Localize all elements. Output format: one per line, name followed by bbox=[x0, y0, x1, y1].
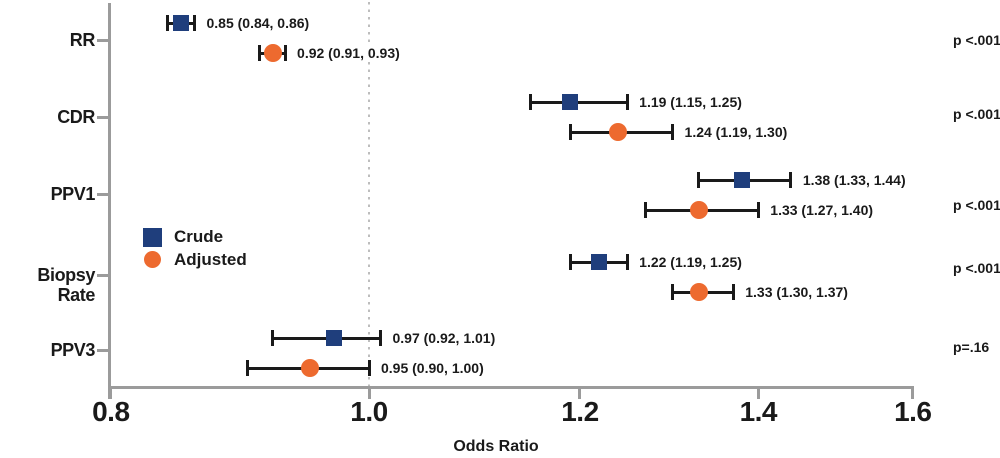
y-axis-line bbox=[108, 3, 111, 399]
y-axis-tick bbox=[97, 115, 109, 119]
x-axis-line bbox=[108, 386, 914, 389]
legend-adjusted-circle-icon bbox=[144, 251, 161, 268]
x-tick-label: 1.4 bbox=[739, 396, 778, 427]
ci-whisker bbox=[530, 100, 628, 104]
estimate-label: 0.92 (0.91, 0.93) bbox=[295, 44, 402, 62]
p-value-label: p <.001 bbox=[953, 197, 1000, 213]
ci-cap-lower bbox=[165, 15, 169, 31]
category-label: CDR bbox=[57, 107, 95, 127]
ci-cap-upper bbox=[283, 45, 287, 61]
y-axis-tick bbox=[97, 192, 109, 196]
p-value-label: p <.001 bbox=[953, 260, 1000, 276]
estimate-label: 1.19 (1.15, 1.25) bbox=[637, 93, 744, 111]
reference-line-or-1 bbox=[368, 2, 370, 386]
ci-cap-lower bbox=[568, 124, 572, 140]
ci-cap-upper bbox=[625, 94, 629, 110]
ci-cap-lower bbox=[245, 360, 249, 376]
ci-cap-upper bbox=[731, 284, 735, 300]
p-value-label: p <.001 bbox=[953, 32, 1000, 48]
adjusted-circle-marker bbox=[608, 123, 627, 141]
ci-cap-upper bbox=[379, 330, 382, 346]
legend-adjusted-label: Adjusted bbox=[174, 250, 247, 269]
y-axis-tick bbox=[97, 38, 109, 42]
crude-square-marker bbox=[172, 15, 189, 31]
ci-cap-upper bbox=[625, 254, 629, 270]
category-label: PPV3 bbox=[50, 340, 96, 360]
legend-crude-square-icon bbox=[143, 228, 162, 247]
p-value-label: p <.001 bbox=[953, 106, 1000, 122]
ci-cap-upper bbox=[789, 172, 793, 188]
estimate-label: 0.97 (0.92, 1.01) bbox=[390, 329, 498, 347]
ci-cap-lower bbox=[697, 172, 701, 188]
adjusted-circle-marker bbox=[689, 283, 708, 301]
x-axis-tick bbox=[109, 389, 113, 399]
ci-cap-lower bbox=[644, 202, 648, 218]
estimate-label: 1.33 (1.30, 1.37) bbox=[743, 283, 850, 301]
ci-cap-lower bbox=[258, 45, 262, 61]
y-axis-tick bbox=[97, 273, 109, 277]
crude-square-marker bbox=[591, 254, 608, 270]
crude-square-marker bbox=[325, 330, 342, 346]
adjusted-circle-marker bbox=[689, 201, 708, 219]
ci-cap-upper bbox=[367, 360, 371, 376]
category-label: PPV1 bbox=[50, 184, 96, 204]
estimate-label: 1.22 (1.19, 1.25) bbox=[637, 253, 744, 271]
ci-cap-upper bbox=[756, 202, 760, 218]
estimate-label: 0.95 (0.90, 1.00) bbox=[379, 359, 486, 377]
x-axis-tick bbox=[367, 389, 371, 399]
estimate-label: 1.33 (1.27, 1.40) bbox=[768, 201, 876, 219]
x-axis-title: Odds Ratio bbox=[453, 438, 539, 455]
ci-cap-lower bbox=[568, 254, 572, 270]
x-tick-label: 1.0 bbox=[350, 396, 388, 427]
crude-square-marker bbox=[562, 94, 579, 110]
estimate-label: 1.38 (1.33, 1.44) bbox=[800, 171, 908, 189]
x-tick-label: 1.2 bbox=[561, 396, 599, 427]
x-axis-tick bbox=[756, 389, 760, 399]
y-axis-tick bbox=[97, 348, 109, 352]
adjusted-circle-marker bbox=[300, 359, 319, 377]
category-label: Biopsy Rate bbox=[37, 265, 95, 305]
p-value-label: p=.16 bbox=[953, 339, 990, 355]
x-tick-label: 0.8 bbox=[92, 396, 130, 427]
ci-cap-upper bbox=[671, 124, 675, 140]
ci-cap-lower bbox=[529, 94, 533, 110]
category-label: RR bbox=[69, 30, 96, 50]
estimate-label: 0.85 (0.84, 0.86) bbox=[204, 14, 312, 32]
x-axis-tick bbox=[911, 389, 915, 399]
adjusted-circle-marker bbox=[263, 44, 282, 62]
legend-crude-label: Crude bbox=[174, 227, 224, 246]
ci-cap-lower bbox=[671, 284, 675, 300]
estimate-label: 1.24 (1.19, 1.30) bbox=[682, 123, 790, 141]
ci-cap-lower bbox=[271, 330, 275, 346]
x-axis-tick bbox=[578, 389, 582, 399]
x-tick-label: 1.6 bbox=[894, 396, 932, 427]
ci-cap-upper bbox=[192, 15, 196, 31]
crude-square-marker bbox=[733, 172, 750, 188]
